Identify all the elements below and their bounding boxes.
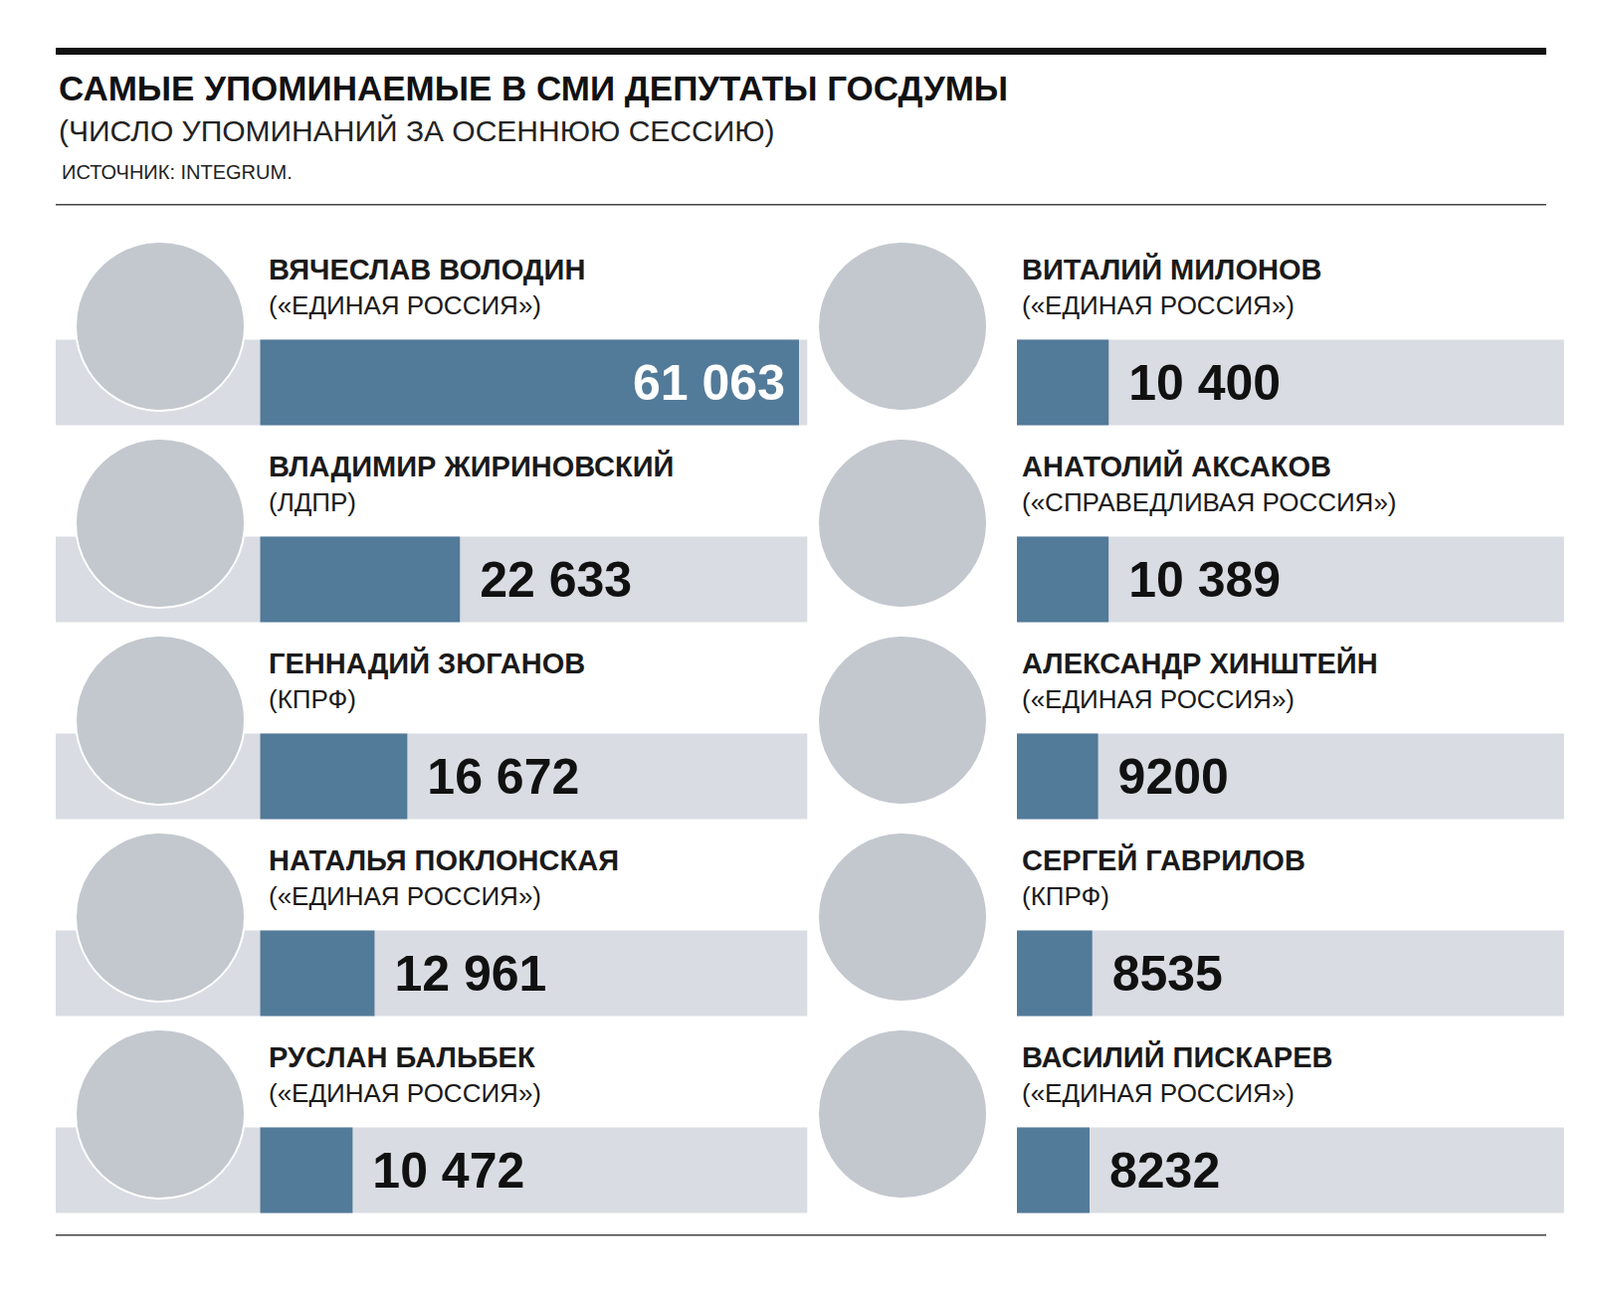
svg-text:ИСТОЧНИК: INTEGRUM.: ИСТОЧНИК: INTEGRUM.: [61, 161, 293, 184]
svg-text:(ЛДПР): (ЛДПР): [268, 487, 357, 518]
svg-text:(КПРФ): (КПРФ): [1021, 881, 1110, 912]
svg-text:СЕРГЕЙ ГАВРИЛОВ: СЕРГЕЙ ГАВРИЛОВ: [1021, 843, 1306, 877]
svg-text:(«ЕДИНАЯ РОССИЯ»): («ЕДИНАЯ РОССИЯ»): [1021, 1078, 1295, 1109]
svg-text:(КПРФ): (КПРФ): [268, 684, 357, 715]
svg-text:ГЕННАДИЙ ЗЮГАНОВ: ГЕННАДИЙ ЗЮГАНОВ: [268, 646, 586, 680]
svg-text:(«ЕДИНАЯ РОССИЯ»): («ЕДИНАЯ РОССИЯ»): [1021, 684, 1295, 715]
svg-text:(«ЕДИНАЯ РОССИЯ»): («ЕДИНАЯ РОССИЯ»): [268, 1078, 542, 1109]
svg-text:(«СПРАВЕДЛИВАЯ РОССИЯ»): («СПРАВЕДЛИВАЯ РОССИЯ»): [1021, 487, 1398, 518]
svg-text:ВИТАЛИЙ МИЛОНОВ: ВИТАЛИЙ МИЛОНОВ: [1021, 252, 1322, 286]
svg-text:АЛЕКСАНДР ХИНШТЕЙН: АЛЕКСАНДР ХИНШТЕЙН: [1021, 646, 1379, 680]
svg-text:РУСЛАН БАЛЬБЕК: РУСЛАН БАЛЬБЕК: [268, 1041, 536, 1074]
svg-text:10 400: 10 400: [1128, 355, 1281, 411]
svg-text:12 961: 12 961: [394, 946, 547, 1002]
svg-text:8232: 8232: [1109, 1143, 1220, 1200]
svg-text:16 672: 16 672: [426, 749, 580, 805]
svg-text:10 472: 10 472: [372, 1143, 525, 1200]
svg-text:ВЛАДИМИР ЖИРИНОВСКИЙ: ВЛАДИМИР ЖИРИНОВСКИЙ: [268, 449, 674, 483]
svg-text:(«ЕДИНАЯ РОССИЯ»): («ЕДИНАЯ РОССИЯ»): [268, 881, 542, 912]
svg-text:22 633: 22 633: [479, 552, 632, 608]
svg-text:(«ЕДИНАЯ РОССИЯ»): («ЕДИНАЯ РОССИЯ»): [268, 290, 542, 321]
svg-text:ВЯЧЕСЛАВ ВОЛОДИН: ВЯЧЕСЛАВ ВОЛОДИН: [268, 253, 586, 286]
svg-text:ВАСИЛИЙ ПИСКАРЕВ: ВАСИЛИЙ ПИСКАРЕВ: [1021, 1040, 1334, 1074]
svg-text:10 389: 10 389: [1128, 552, 1281, 608]
svg-text:АНАТОЛИЙ АКСАКОВ: АНАТОЛИЙ АКСАКОВ: [1021, 449, 1332, 483]
svg-text:НАТАЛЬЯ ПОКЛОНСКАЯ: НАТАЛЬЯ ПОКЛОНСКАЯ: [268, 844, 619, 877]
svg-text:8535: 8535: [1112, 946, 1223, 1002]
svg-text:САМЫЕ УПОМИНАЕМЫЕ В СМИ ДЕПУТА: САМЫЕ УПОМИНАЕМЫЕ В СМИ ДЕПУТАТЫ ГОСДУМЫ: [58, 68, 1008, 108]
svg-text:(«ЕДИНАЯ РОССИЯ»): («ЕДИНАЯ РОССИЯ»): [1021, 290, 1295, 321]
svg-text:9200: 9200: [1118, 749, 1229, 805]
svg-text:(ЧИСЛО УПОМИНАНИЙ ЗА ОСЕННЮЮ С: (ЧИСЛО УПОМИНАНИЙ ЗА ОСЕННЮЮ СЕССИЮ): [58, 114, 776, 148]
svg-text:61 063: 61 063: [632, 355, 786, 411]
